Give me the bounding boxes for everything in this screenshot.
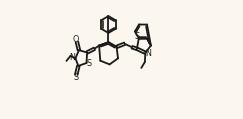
Text: S: S bbox=[135, 32, 140, 41]
Text: S: S bbox=[86, 59, 91, 68]
Text: N: N bbox=[69, 53, 76, 62]
Text: O: O bbox=[73, 35, 79, 44]
Text: N: N bbox=[145, 49, 151, 58]
Text: S: S bbox=[73, 73, 78, 82]
